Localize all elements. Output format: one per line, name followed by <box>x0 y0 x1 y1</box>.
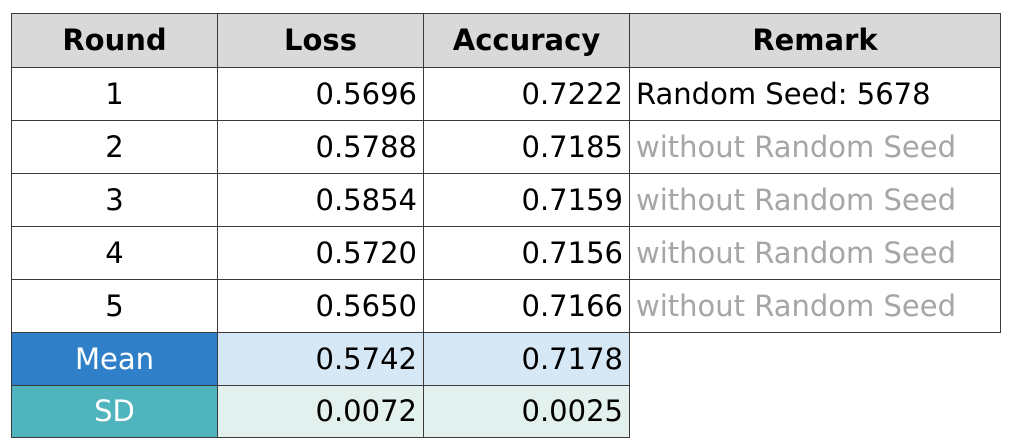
remark-cell: without Random Seed <box>629 226 1001 280</box>
accuracy-cell: 0.7166 <box>423 279 630 333</box>
sd-loss-cell: 0.0072 <box>217 385 424 438</box>
mean-loss-cell: 0.5742 <box>217 332 424 386</box>
sd-accuracy-cell: 0.0025 <box>423 385 630 438</box>
header-remark: Remark <box>629 13 1001 68</box>
mean-accuracy-cell: 0.7178 <box>423 332 630 386</box>
results-table: Round Loss Accuracy Remark 1 0.5696 0.72… <box>11 13 1001 438</box>
loss-cell: 0.5854 <box>217 173 424 227</box>
round-cell: 3 <box>11 173 218 227</box>
loss-cell: 0.5696 <box>217 67 424 121</box>
header-loss: Loss <box>217 13 424 68</box>
header-round: Round <box>11 13 218 68</box>
round-cell: 1 <box>11 67 218 121</box>
remark-cell: Random Seed: 5678 <box>629 67 1001 121</box>
round-cell: 2 <box>11 120 218 174</box>
accuracy-cell: 0.7159 <box>423 173 630 227</box>
accuracy-cell: 0.7222 <box>423 67 630 121</box>
remark-cell: without Random Seed <box>629 279 1001 333</box>
sd-label: SD <box>11 385 218 438</box>
remark-cell: without Random Seed <box>629 173 1001 227</box>
accuracy-cell: 0.7185 <box>423 120 630 174</box>
accuracy-cell: 0.7156 <box>423 226 630 280</box>
loss-cell: 0.5788 <box>217 120 424 174</box>
loss-cell: 0.5720 <box>217 226 424 280</box>
loss-cell: 0.5650 <box>217 279 424 333</box>
round-cell: 4 <box>11 226 218 280</box>
remark-cell: without Random Seed <box>629 120 1001 174</box>
mean-label: Mean <box>11 332 218 386</box>
round-cell: 5 <box>11 279 218 333</box>
header-accuracy: Accuracy <box>423 13 630 68</box>
